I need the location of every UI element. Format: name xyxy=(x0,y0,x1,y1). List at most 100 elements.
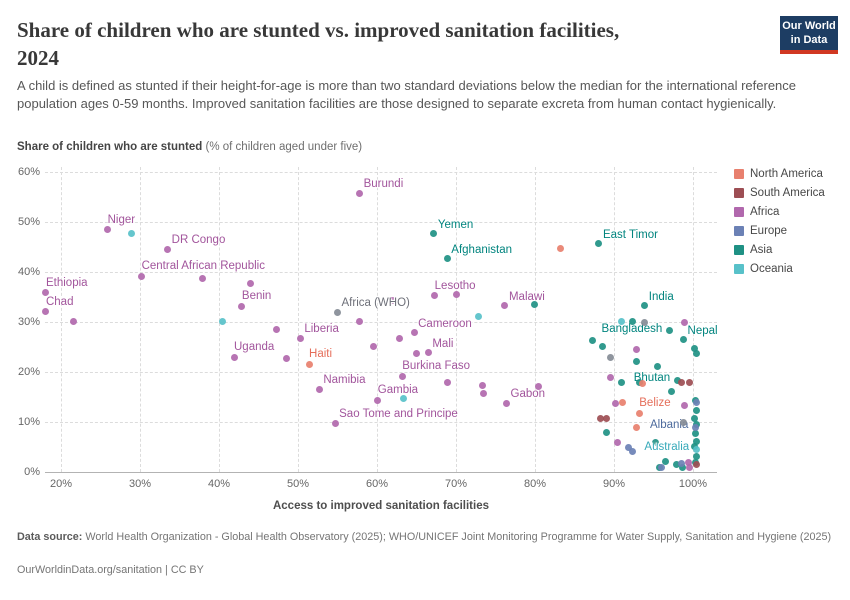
scatter-point[interactable] xyxy=(396,334,404,342)
scatter-point[interactable] xyxy=(443,255,451,262)
scatter-point[interactable] xyxy=(692,445,700,453)
scatter-point[interactable] xyxy=(413,350,420,357)
scatter-point[interactable] xyxy=(296,334,304,342)
scatter-point[interactable] xyxy=(691,423,699,431)
scatter-point[interactable] xyxy=(374,396,382,404)
scatter-point[interactable] xyxy=(635,409,643,417)
legend-item[interactable]: Africa xyxy=(734,202,825,221)
scatter-point[interactable] xyxy=(692,437,700,445)
scatter-point[interactable] xyxy=(104,226,112,233)
scatter-point[interactable] xyxy=(443,378,451,386)
scatter-point[interactable] xyxy=(628,317,636,325)
scatter-point[interactable] xyxy=(430,230,438,237)
scatter-point[interactable] xyxy=(652,438,660,446)
scatter-point[interactable] xyxy=(693,349,701,357)
legend-item[interactable]: North America xyxy=(734,164,825,183)
scatter-point[interactable] xyxy=(603,414,611,422)
scatter-point[interactable] xyxy=(628,447,636,455)
scatter-point[interactable] xyxy=(606,373,614,381)
scatter-point[interactable] xyxy=(602,429,610,436)
scatter-point[interactable] xyxy=(665,327,673,334)
scatter-point[interactable] xyxy=(282,354,290,362)
scatter-point[interactable] xyxy=(668,388,676,395)
scatter-point[interactable] xyxy=(356,189,364,197)
scatter-point[interactable] xyxy=(370,342,378,350)
scatter-point[interactable] xyxy=(273,326,281,333)
scatter-point[interactable] xyxy=(672,461,680,468)
scatter-point[interactable] xyxy=(691,344,699,352)
scatter-point[interactable] xyxy=(632,423,640,431)
scatter-point[interactable] xyxy=(641,302,649,309)
scatter-point[interactable] xyxy=(633,357,641,365)
scatter-point[interactable] xyxy=(641,319,649,326)
scatter-point[interactable] xyxy=(398,372,406,380)
scatter-point[interactable] xyxy=(42,289,50,296)
scatter-point[interactable] xyxy=(424,349,432,356)
scatter-point[interactable] xyxy=(315,385,323,393)
scatter-point[interactable] xyxy=(686,464,694,471)
scatter-point[interactable] xyxy=(230,353,238,361)
scatter-point[interactable] xyxy=(556,244,564,252)
scatter-point[interactable] xyxy=(638,379,646,387)
scatter-point[interactable] xyxy=(680,336,688,343)
scatter-point[interactable] xyxy=(691,430,699,437)
scatter-point[interactable] xyxy=(164,245,172,253)
scatter-point[interactable] xyxy=(334,308,341,316)
scatter-point[interactable] xyxy=(480,390,488,397)
scatter-point[interactable] xyxy=(399,394,407,402)
scatter-point[interactable] xyxy=(680,319,688,326)
scatter-point[interactable] xyxy=(692,398,700,406)
scatter-point[interactable] xyxy=(684,459,692,466)
scatter-point[interactable] xyxy=(589,337,597,344)
scatter-point[interactable] xyxy=(331,419,339,427)
scatter-point[interactable] xyxy=(617,318,625,325)
scatter-point[interactable] xyxy=(70,317,78,325)
scatter-point[interactable] xyxy=(617,379,625,386)
scatter-point[interactable] xyxy=(198,275,206,282)
scatter-point[interactable] xyxy=(677,379,685,386)
scatter-point[interactable] xyxy=(479,381,487,389)
scatter-point[interactable] xyxy=(673,376,681,384)
scatter-point[interactable] xyxy=(693,461,701,468)
scatter-point[interactable] xyxy=(138,272,146,280)
scatter-point[interactable] xyxy=(530,301,538,308)
owid-logo[interactable]: Our World in Data xyxy=(780,16,838,54)
scatter-point[interactable] xyxy=(661,458,669,465)
scatter-point[interactable] xyxy=(653,362,661,370)
scatter-point[interactable] xyxy=(599,342,607,350)
scatter-point[interactable] xyxy=(692,407,700,414)
scatter-point[interactable] xyxy=(613,439,621,446)
scatter-point[interactable] xyxy=(624,443,632,451)
scatter-point[interactable] xyxy=(595,240,603,247)
scatter-point[interactable] xyxy=(619,398,627,406)
scatter-point[interactable] xyxy=(680,418,688,426)
scatter-point[interactable] xyxy=(247,280,255,287)
legend-item[interactable]: Europe xyxy=(734,221,825,240)
scatter-point[interactable] xyxy=(678,459,686,467)
scatter-point[interactable] xyxy=(305,360,313,368)
legend-item[interactable]: Oceania xyxy=(734,259,825,278)
scatter-point[interactable] xyxy=(127,229,135,237)
scatter-point[interactable] xyxy=(606,353,614,361)
scatter-point[interactable] xyxy=(612,399,620,407)
scatter-point[interactable] xyxy=(452,290,460,298)
scatter-point[interactable] xyxy=(657,464,665,471)
scatter-point[interactable] xyxy=(501,302,509,309)
scatter-point[interactable] xyxy=(685,379,693,386)
scatter-point[interactable] xyxy=(431,292,439,299)
footer-link[interactable]: OurWorldinData.org/sanitation | CC BY xyxy=(17,564,204,576)
legend-item[interactable]: Asia xyxy=(734,240,825,259)
legend-item[interactable]: South America xyxy=(734,183,825,202)
scatter-point[interactable] xyxy=(410,329,418,336)
scatter-point[interactable] xyxy=(503,399,511,407)
scatter-point[interactable] xyxy=(534,382,542,390)
scatter-point[interactable] xyxy=(633,345,641,353)
scatter-point[interactable] xyxy=(238,302,246,310)
scatter-point[interactable] xyxy=(691,415,699,422)
scatter-point[interactable] xyxy=(679,464,687,471)
scatter-point[interactable] xyxy=(356,317,364,325)
scatter-point[interactable] xyxy=(597,414,605,422)
scatter-point[interactable] xyxy=(42,308,50,315)
scatter-point[interactable] xyxy=(475,313,483,320)
scatter-point[interactable] xyxy=(680,401,688,409)
